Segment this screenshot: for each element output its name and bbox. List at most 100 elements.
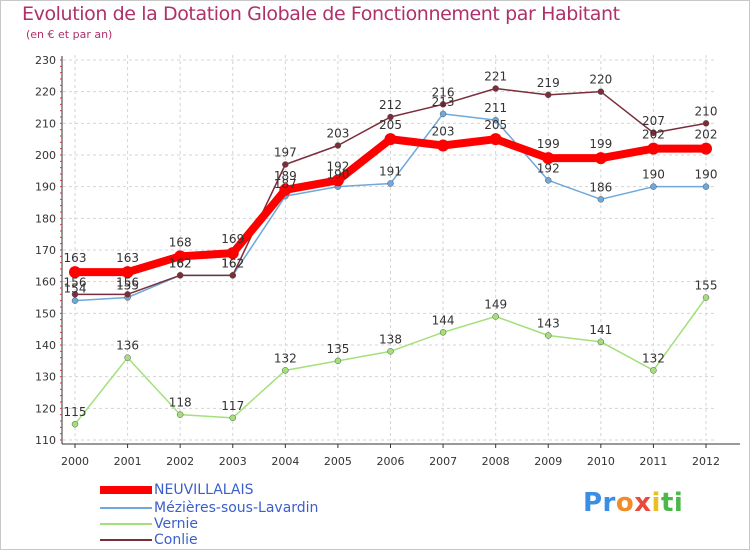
data-point (124, 354, 131, 361)
data-point (331, 174, 344, 187)
legend-label: Vernie (154, 516, 198, 532)
data-point (594, 152, 607, 165)
x-tick-label: 2000 (61, 455, 89, 468)
data-point (69, 266, 81, 279)
data-label: 211 (484, 101, 507, 115)
data-label: 156 (116, 275, 139, 289)
data-label: 213 (432, 95, 455, 109)
x-tick-label: 2010 (587, 455, 615, 468)
data-label: 144 (432, 313, 455, 327)
data-point (176, 272, 184, 279)
data-label: 149 (484, 298, 507, 312)
data-label: 210 (695, 104, 718, 118)
data-label: 132 (642, 351, 665, 365)
data-point (121, 266, 134, 279)
grid (63, 55, 716, 441)
legend-label: NEUVILLALAIS (154, 482, 254, 498)
data-label: 207 (642, 114, 665, 128)
data-label: 117 (221, 399, 244, 413)
x-tick-label: 2008 (482, 455, 510, 468)
logo-part: x (634, 488, 652, 518)
data-label: 169 (221, 232, 244, 246)
data-label: 192 (326, 159, 349, 173)
data-labels: 163 163 168 169 189 192 205 203 205 199 199 202 202 1… (64, 70, 718, 420)
legend-label: Mézières-sous-Lavardin (154, 500, 319, 516)
proxiti-logo: Proxiti (583, 488, 683, 518)
data-label: 191 (379, 165, 402, 179)
data-point (387, 113, 394, 121)
data-point (174, 250, 187, 263)
y-tick-label: 190 (35, 181, 56, 194)
data-point (702, 294, 710, 301)
data-label: 162 (221, 256, 244, 270)
data-point (545, 91, 552, 99)
data-label: 199 (589, 137, 612, 151)
data-label: 136 (116, 339, 139, 353)
y-tick-label: 230 (35, 54, 56, 67)
data-label: 190 (695, 168, 718, 182)
data-point (650, 183, 657, 190)
y-tick-label: 170 (35, 244, 56, 257)
data-point (597, 338, 605, 346)
x-tick-label: 2002 (166, 455, 194, 468)
x-tick-label: 2003 (219, 455, 247, 468)
data-point (492, 313, 499, 320)
data-label: 118 (169, 396, 192, 410)
x-tick-label: 2007 (429, 455, 457, 468)
y-tick-label: 200 (35, 149, 56, 162)
data-label: 186 (589, 180, 612, 194)
data-label: 162 (169, 256, 192, 270)
data-label: 143 (537, 317, 560, 331)
data-point (229, 272, 236, 279)
legend-swatch (100, 486, 152, 494)
data-point (545, 332, 552, 339)
data-label: 205 (484, 118, 507, 132)
data-label: 202 (642, 128, 665, 142)
data-label: 197 (274, 146, 297, 160)
y-tick-label: 210 (35, 117, 56, 130)
data-label: 190 (642, 168, 665, 182)
legend-swatch (100, 507, 152, 509)
x-tick-label: 2012 (692, 455, 720, 468)
data-point (545, 177, 552, 184)
x-tick-label: 2009 (534, 455, 562, 468)
data-point (71, 297, 79, 304)
data-label: 115 (64, 405, 87, 419)
data-point (700, 142, 712, 155)
data-point (702, 183, 710, 190)
y-tick-label: 160 (35, 276, 56, 289)
logo-part: Pr (583, 488, 616, 518)
data-point (542, 152, 555, 165)
data-label: 163 (64, 251, 87, 265)
data-label: 189 (274, 169, 297, 183)
data-point (71, 291, 79, 298)
data-label: 212 (379, 98, 402, 112)
data-label: 155 (116, 279, 139, 293)
data-label: 141 (589, 323, 612, 337)
y-tick-label: 110 (35, 434, 56, 447)
x-tick-label: 2006 (377, 455, 405, 468)
data-point (226, 247, 239, 260)
data-label: 138 (379, 332, 402, 346)
data-point (597, 196, 605, 203)
data-point (229, 414, 236, 422)
data-point (439, 329, 447, 336)
data-point (124, 291, 131, 298)
data-point (702, 120, 710, 127)
y-tick-label: 180 (35, 212, 56, 225)
data-point (492, 116, 499, 124)
data-label: 154 (64, 282, 87, 296)
data-label: 219 (537, 76, 560, 90)
data-label: 192 (537, 161, 560, 175)
x-tick-label: 2005 (324, 455, 352, 468)
data-label: 156 (64, 275, 87, 289)
data-point (489, 133, 502, 146)
data-label: 190 (326, 168, 349, 182)
data-point (387, 180, 394, 187)
data-label: 216 (432, 85, 455, 99)
data-point (334, 357, 342, 365)
legend-label: Conlie (154, 532, 198, 548)
data-point (279, 183, 292, 196)
x-tick-label: 2004 (271, 455, 299, 468)
